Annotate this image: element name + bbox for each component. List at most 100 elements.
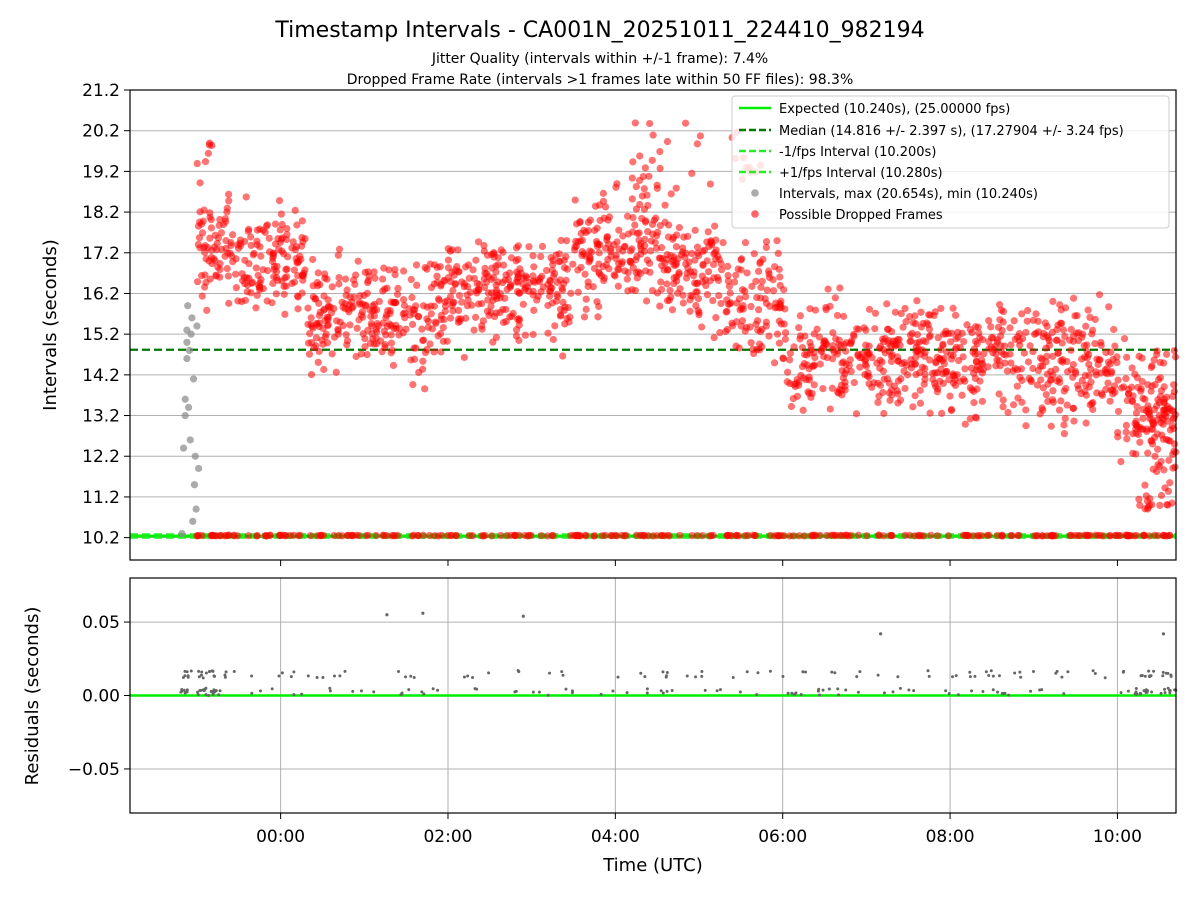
residual-point-196	[858, 670, 862, 674]
dropped-frame-point-1029	[280, 282, 288, 291]
dropped-frame-point-1290	[1102, 385, 1110, 394]
dropped-frame-point-273	[1098, 391, 1106, 399]
dropped-frame-point-772	[746, 323, 754, 331]
dropped-frame-point-1076	[549, 261, 557, 269]
dropped-frame-point-1931	[563, 237, 571, 245]
dropped-frame-point-1245	[619, 232, 627, 240]
dropped-frame-point-814	[301, 235, 309, 243]
dropped-frame-point-570	[850, 378, 858, 387]
dropped-frame-point-1007	[580, 313, 589, 321]
dropped-frame-point-975	[653, 532, 661, 540]
residual-point-122	[211, 690, 215, 694]
dropped-frame-point-1599	[938, 409, 946, 417]
dropped-frame-point-1906	[983, 531, 992, 539]
dropped-frame-point-2115	[1141, 481, 1149, 489]
dropped-frame-point-1158	[370, 268, 378, 276]
dropped-frame-point-2042	[449, 307, 457, 315]
dropped-frame-point-1155	[1128, 398, 1137, 406]
dropped-frame-point-1105	[1032, 310, 1040, 318]
dropped-frame-point-1591	[1105, 303, 1113, 311]
dropped-frame-point-1374	[577, 229, 585, 238]
dropped-frame-point-386	[852, 410, 861, 418]
legend-entry-expected: Expected (10.240s), (25.00000 fps)	[739, 102, 1010, 117]
dropped-frame-point-1414	[222, 237, 230, 245]
dropped-frame-point-1902	[635, 236, 643, 244]
dropped-frame-point-1975	[607, 247, 615, 256]
dropped-frame-point-1645	[1156, 374, 1164, 382]
dropped-frame-point-1336	[612, 251, 620, 259]
dropped-frame-point-1323	[595, 302, 603, 311]
dropped-frame-point-1939	[382, 532, 391, 540]
legend-label-minus-fps: -1/fps Interval (10.200s)	[779, 145, 936, 160]
residual-point-73	[204, 693, 208, 697]
dropped-frame-point-1384	[640, 185, 648, 193]
dropped-frame-point-1702	[334, 327, 342, 335]
dropped-frame-point-1932	[529, 272, 537, 280]
dropped-frame-point-2005	[681, 253, 689, 261]
dropped-frame-point-1852	[733, 531, 741, 539]
dropped-frame-point-2067	[256, 243, 264, 251]
dropped-frame-point-2079	[283, 273, 291, 281]
dropped-frame-point-1257	[430, 348, 438, 356]
dropped-frame-point-1301	[1084, 306, 1092, 314]
residuals-y-axis-label: Residuals (seconds)	[22, 607, 43, 786]
dropped-frame-point-1754	[364, 276, 372, 285]
dropped-frame-point-43	[985, 317, 993, 325]
dropped-frame-point-752	[520, 274, 528, 282]
dropped-frame-point-1927	[953, 371, 961, 379]
dropped-frame-point-168	[595, 260, 603, 268]
dropped-frame-point-1551	[775, 339, 784, 347]
residual-point-217	[876, 673, 880, 677]
dropped-frame-point-1207	[643, 256, 651, 264]
dropped-frame-point-1682	[1022, 422, 1030, 430]
x-tick-label-5: 10:00	[1093, 827, 1142, 847]
dropped-frame-point-304	[196, 179, 204, 187]
residual-outlier-point-4	[1161, 632, 1166, 636]
dropped-frame-point-1152	[451, 280, 460, 288]
dropped-frame-point-1941	[990, 345, 999, 354]
dropped-frame-point-267	[283, 231, 291, 239]
intervals-y-axis-label: Intervals (seconds)	[40, 239, 61, 411]
dropped-frame-point-1189	[576, 218, 584, 226]
residual-point-153	[950, 675, 954, 679]
dropped-frame-point-2051	[319, 531, 328, 539]
residual-point-230	[189, 669, 193, 673]
residual-point-5	[351, 689, 355, 693]
dropped-frame-point-782	[800, 532, 808, 540]
dropped-frame-point-2021	[1059, 326, 1068, 334]
dropped-frame-point-908	[206, 234, 214, 242]
dropped-frame-point-1062	[1123, 435, 1131, 443]
dropped-frame-point-1532	[845, 361, 853, 370]
residual-point-176	[745, 670, 749, 674]
dropped-frame-point-2086	[723, 296, 731, 304]
dropped-frame-point-1608	[521, 331, 529, 339]
dropped-frame-point-617	[696, 132, 705, 140]
dropped-frame-point-1855	[1058, 339, 1066, 347]
dropped-frame-point-1411	[474, 286, 483, 294]
residual-point-77	[422, 692, 426, 696]
dropped-frame-point-920	[709, 296, 717, 305]
dropped-frame-point-578	[231, 270, 240, 278]
dropped-frame-point-1135	[563, 265, 571, 273]
dropped-frame-point-1102	[926, 409, 934, 417]
dropped-frame-point-511	[1114, 376, 1122, 384]
dropped-frame-point-2028	[684, 232, 692, 240]
dropped-frame-point-781	[704, 228, 712, 236]
residual-point-134	[793, 692, 797, 696]
dropped-frame-point-1503	[937, 304, 945, 313]
dropped-frame-point-1295	[560, 256, 568, 264]
dropped-frame-point-1665	[949, 379, 958, 387]
dropped-frame-point-2098	[939, 340, 947, 348]
residual-point-61	[183, 674, 187, 678]
dropped-frame-point-1059	[343, 286, 351, 294]
dropped-frame-point-1910	[1058, 358, 1067, 366]
dropped-frame-point-973	[871, 309, 880, 317]
dropped-frame-point-106	[1047, 422, 1055, 430]
dropped-frame-point-1137	[381, 343, 389, 351]
dropped-frame-point-1867	[888, 351, 896, 359]
dropped-frame-point-148	[444, 256, 453, 264]
dropped-frame-point-1907	[582, 305, 590, 313]
residual-point-118	[199, 688, 203, 692]
dropped-frame-point-1279	[288, 279, 296, 288]
dropped-frame-point-1983	[929, 375, 937, 384]
